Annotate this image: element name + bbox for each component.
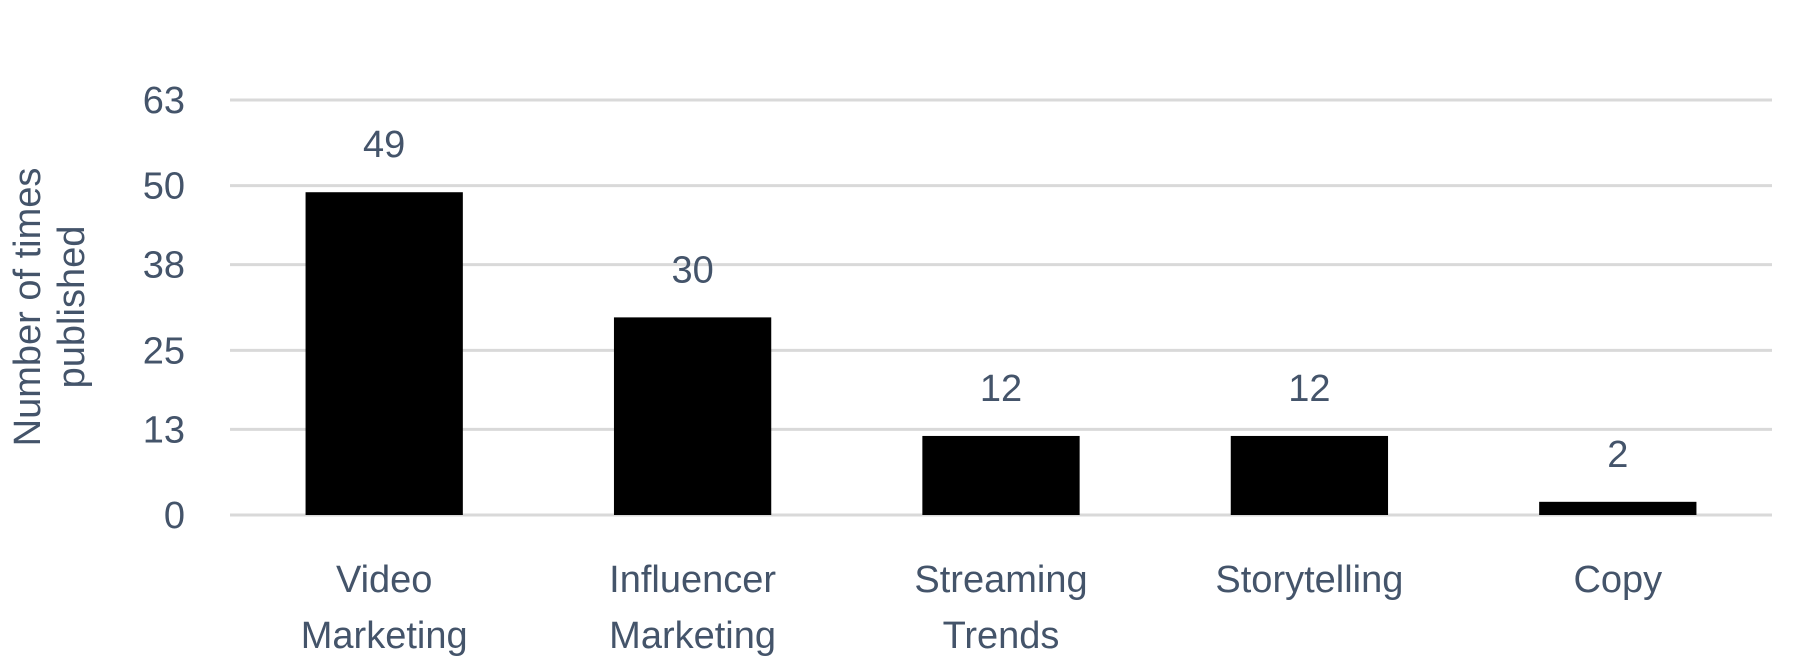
x-category-label: Influencer: [609, 559, 776, 601]
bars: [305, 192, 1697, 515]
y-axis-title: Number of times published: [7, 168, 93, 447]
y-axis-title-line: Number of times: [7, 168, 49, 447]
bar: [1539, 501, 1697, 515]
y-tick-label: 13: [143, 409, 185, 451]
y-tick-label: 50: [143, 166, 185, 208]
y-tick-label: 63: [143, 80, 185, 122]
data-label: 30: [671, 249, 713, 291]
x-category-label: Streaming: [914, 559, 1087, 601]
x-category-label: Copy: [1573, 559, 1662, 601]
x-axis-category-labels: Video Marketing Influencer Marketing Streami…: [301, 559, 1662, 657]
bar: [613, 317, 772, 515]
data-label: 49: [363, 124, 405, 166]
bar: [1230, 435, 1389, 515]
y-tick-label: 25: [143, 330, 185, 372]
y-axis-title-line: published: [51, 226, 93, 389]
y-tick-label: 38: [143, 245, 185, 287]
data-label: 12: [980, 368, 1022, 410]
data-label: 12: [1288, 368, 1330, 410]
data-labels: 49 30 12 12 2: [363, 124, 1628, 476]
y-axis-tick-labels: 0 13 25 38 50 63: [143, 80, 185, 537]
x-category-label: Storytelling: [1215, 559, 1403, 601]
y-tick-label: 0: [164, 495, 185, 537]
bar: [922, 435, 1080, 515]
x-category-label: Trends: [943, 615, 1060, 657]
x-category-label: Marketing: [609, 615, 776, 657]
x-category-label: Marketing: [301, 615, 468, 657]
gridlines: [230, 98, 1772, 517]
data-label: 2: [1607, 434, 1628, 476]
x-category-label: Video: [336, 559, 433, 601]
bar: [305, 192, 463, 515]
